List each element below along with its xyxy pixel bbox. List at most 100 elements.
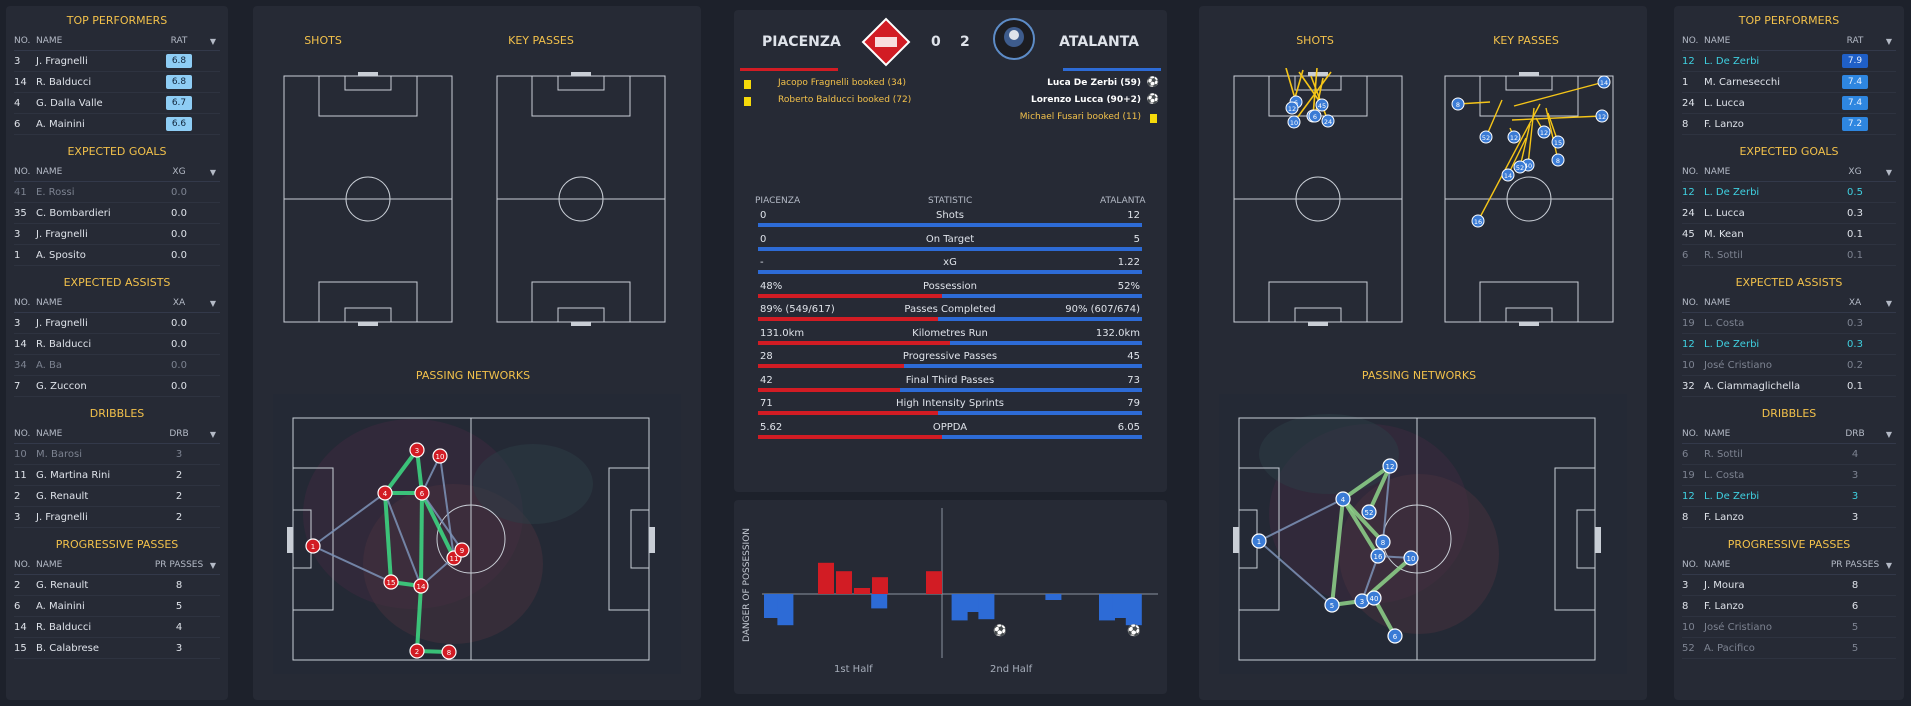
table-row[interactable]: 32 A. Ciammaglichella 0.1	[1682, 376, 1896, 397]
player-name[interactable]: José Cristiano	[1704, 359, 1772, 371]
table-row[interactable]: 4 G. Dalla Valle 6.7	[14, 93, 220, 114]
player-name[interactable]: J. Fragnelli	[36, 228, 88, 240]
col-value[interactable]: XA	[1848, 298, 1862, 308]
col-value[interactable]: PR PASSES	[154, 560, 204, 570]
player-name[interactable]: M. Kean	[1704, 228, 1744, 240]
player-name[interactable]: F. Lanzo	[1704, 600, 1744, 612]
player-name[interactable]: C. Bombardieri	[36, 207, 111, 219]
table-row[interactable]: 8 F. Lanzo 6	[1682, 596, 1896, 617]
player-name[interactable]: José Cristiano	[1704, 621, 1772, 633]
table-row[interactable]: 15 B. Calabrese 3	[14, 638, 220, 659]
table-row[interactable]: 34 A. Ba 0.0	[14, 355, 220, 376]
player-name[interactable]: J. Fragnelli	[36, 55, 88, 67]
table-row[interactable]: 52 A. Pacifico 5	[1682, 638, 1896, 659]
player-name[interactable]: G. Dalla Valle	[36, 97, 103, 109]
table-row[interactable]: 12 L. De Zerbi 0.5	[1682, 182, 1896, 203]
table-row[interactable]: 3 J. Moura 8	[1682, 575, 1896, 596]
col-no[interactable]: NO.	[1682, 298, 1699, 308]
table-row[interactable]: 12 L. De Zerbi 3	[1682, 486, 1896, 507]
player-name[interactable]: L. Costa	[1704, 469, 1745, 481]
col-no[interactable]: NO.	[14, 560, 31, 570]
table-row[interactable]: 19 L. Costa 3	[1682, 465, 1896, 486]
player-name[interactable]: J. Moura	[1704, 579, 1745, 591]
player-name[interactable]: G. Renault	[36, 490, 89, 502]
table-row[interactable]: 12 L. De Zerbi 7.9	[1682, 51, 1896, 72]
col-name[interactable]: NAME	[1704, 429, 1731, 439]
player-name[interactable]: A. Ciammaglichella	[1704, 380, 1801, 392]
player-name[interactable]: L. De Zerbi	[1704, 186, 1760, 198]
col-name[interactable]: NAME	[36, 36, 63, 46]
player-name[interactable]: F. Lanzo	[1704, 118, 1744, 130]
col-no[interactable]: NO.	[14, 36, 31, 46]
player-name[interactable]: G. Zuccon	[36, 380, 87, 392]
sort-arrow-icon[interactable]: ▼	[1885, 167, 1893, 177]
player-name[interactable]: A. Mainini	[36, 118, 85, 130]
col-no[interactable]: NO.	[1682, 429, 1699, 439]
col-name[interactable]: NAME	[36, 298, 63, 308]
table-row[interactable]: 10 José Cristiano 5	[1682, 617, 1896, 638]
col-name[interactable]: NAME	[1704, 298, 1731, 308]
sort-arrow-icon[interactable]: ▼	[209, 429, 217, 439]
table-row[interactable]: 10 José Cristiano 0.2	[1682, 355, 1896, 376]
player-name[interactable]: J. Fragnelli	[36, 511, 88, 523]
sort-arrow-icon[interactable]: ▼	[209, 298, 217, 308]
player-name[interactable]: A. Pacifico	[1704, 642, 1755, 654]
player-name[interactable]: E. Rossi	[36, 186, 75, 198]
sort-arrow-icon[interactable]: ▼	[1885, 298, 1893, 308]
player-name[interactable]: L. Lucca	[1704, 207, 1745, 219]
table-row[interactable]: 19 L. Costa 0.3	[1682, 313, 1896, 334]
player-name[interactable]: A. Mainini	[36, 600, 85, 612]
player-name[interactable]: B. Calabrese	[36, 642, 99, 654]
col-value[interactable]: DRB	[1845, 429, 1865, 439]
col-name[interactable]: NAME	[36, 560, 63, 570]
col-no[interactable]: NO.	[1682, 560, 1699, 570]
table-row[interactable]: 8 F. Lanzo 7.2	[1682, 114, 1896, 135]
table-row[interactable]: 3 J. Fragnelli 6.8	[14, 51, 220, 72]
player-name[interactable]: R. Sottil	[1704, 249, 1743, 261]
sort-arrow-icon[interactable]: ▼	[1885, 429, 1893, 439]
table-row[interactable]: 7 G. Zuccon 0.0	[14, 376, 220, 397]
player-name[interactable]: F. Lanzo	[1704, 511, 1744, 523]
col-no[interactable]: NO.	[14, 167, 31, 177]
col-name[interactable]: NAME	[1704, 167, 1731, 177]
player-name[interactable]: L. Lucca	[1704, 97, 1745, 109]
table-row[interactable]: 14 R. Balducci 4	[14, 617, 220, 638]
table-row[interactable]: 6 R. Sottil 4	[1682, 444, 1896, 465]
table-row[interactable]: 24 L. Lucca 0.3	[1682, 203, 1896, 224]
table-row[interactable]: 24 L. Lucca 7.4	[1682, 93, 1896, 114]
table-row[interactable]: 3 J. Fragnelli 2	[14, 507, 220, 528]
table-row[interactable]: 8 F. Lanzo 3	[1682, 507, 1896, 528]
player-name[interactable]: M. Carnesecchi	[1704, 76, 1780, 88]
table-row[interactable]: 6 A. Mainini 6.6	[14, 114, 220, 135]
player-name[interactable]: J. Fragnelli	[36, 317, 88, 329]
table-row[interactable]: 35 C. Bombardieri 0.0	[14, 203, 220, 224]
col-value[interactable]: PR PASSES	[1830, 560, 1880, 570]
player-name[interactable]: R. Balducci	[36, 76, 92, 88]
col-name[interactable]: NAME	[1704, 560, 1731, 570]
table-row[interactable]: 3 J. Fragnelli 0.0	[14, 224, 220, 245]
col-value[interactable]: RAT	[1846, 36, 1864, 46]
table-row[interactable]: 6 A. Mainini 5	[14, 596, 220, 617]
player-name[interactable]: G. Renault	[36, 579, 89, 591]
sort-arrow-icon[interactable]: ▼	[1885, 560, 1893, 570]
col-value[interactable]: XA	[172, 298, 186, 308]
table-row[interactable]: 12 L. De Zerbi 0.3	[1682, 334, 1896, 355]
table-row[interactable]: 14 R. Balducci 0.0	[14, 334, 220, 355]
player-name[interactable]: R. Balducci	[36, 338, 92, 350]
table-row[interactable]: 45 M. Kean 0.1	[1682, 224, 1896, 245]
player-name[interactable]: L. Costa	[1704, 317, 1745, 329]
player-name[interactable]: L. De Zerbi	[1704, 55, 1760, 67]
col-no[interactable]: NO.	[1682, 167, 1699, 177]
table-row[interactable]: 2 G. Renault 8	[14, 575, 220, 596]
sort-arrow-icon[interactable]: ▼	[1885, 36, 1893, 46]
col-value[interactable]: XG	[1848, 167, 1862, 177]
table-row[interactable]: 10 M. Barosi 3	[14, 444, 220, 465]
table-row[interactable]: 1 M. Carnesecchi 7.4	[1682, 72, 1896, 93]
sort-arrow-icon[interactable]: ▼	[209, 36, 217, 46]
col-value[interactable]: DRB	[169, 429, 189, 439]
table-row[interactable]: 41 E. Rossi 0.0	[14, 182, 220, 203]
player-name[interactable]: L. De Zerbi	[1704, 490, 1760, 502]
col-name[interactable]: NAME	[1704, 36, 1731, 46]
table-row[interactable]: 14 R. Balducci 6.8	[14, 72, 220, 93]
col-name[interactable]: NAME	[36, 429, 63, 439]
